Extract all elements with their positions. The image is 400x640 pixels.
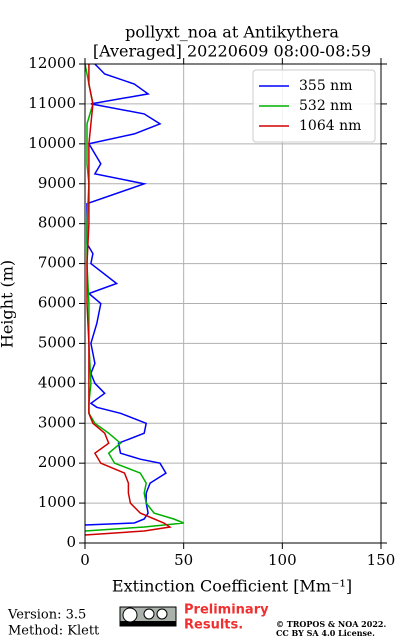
y-tick-label: 8000 xyxy=(38,214,76,232)
notice: Results. xyxy=(184,618,243,633)
notice: Preliminary xyxy=(184,603,269,618)
y-tick-label: 1000 xyxy=(38,493,76,511)
legend-label: 532 nm xyxy=(299,98,352,114)
y-tick-label: 7000 xyxy=(38,254,76,272)
copyright: © TROPOS & NOA 2022. xyxy=(276,619,386,629)
y-tick-label: 11000 xyxy=(28,94,76,112)
version: Version: 3.5 xyxy=(7,608,86,623)
profile-line xyxy=(84,63,167,526)
legend-label: 1064 nm xyxy=(299,118,361,134)
y-axis-label: Height (m) xyxy=(0,260,17,348)
chart-subtitle: [Averaged] 20220609 08:00-08:59 xyxy=(93,42,371,61)
profile-line xyxy=(84,64,172,536)
x-axis-label: Extinction Coefficient [Mm⁻¹] xyxy=(112,577,352,596)
x-tick-label: 0 xyxy=(80,551,90,569)
y-tick-label: 10000 xyxy=(28,134,76,152)
cc-badge xyxy=(119,606,177,627)
x-tick-label: 100 xyxy=(268,551,297,569)
y-tick-label: 9000 xyxy=(38,174,76,192)
y-tick-label: 12000 xyxy=(28,54,76,72)
chart-title: pollyxt_noa at Antikythera xyxy=(125,23,339,42)
legend-box xyxy=(252,69,376,143)
legend-label: 355 nm xyxy=(299,78,352,94)
y-tick-label: 3000 xyxy=(38,413,76,431)
plot-frame xyxy=(84,63,382,544)
method: Method: Klett xyxy=(8,624,100,639)
copyright: CC BY SA 4.0 License. xyxy=(276,628,375,638)
y-tick-label: 0 xyxy=(66,533,76,551)
legend: 355 nm 532 nm 1064 nm xyxy=(252,69,376,143)
y-tick-label: 6000 xyxy=(38,294,76,312)
y-tick-label: 4000 xyxy=(38,373,76,391)
x-tick-label: 150 xyxy=(367,551,396,569)
y-tick-label: 2000 xyxy=(38,453,76,471)
x-tick-label: 50 xyxy=(174,551,193,569)
y-tick-label: 5000 xyxy=(38,333,76,351)
